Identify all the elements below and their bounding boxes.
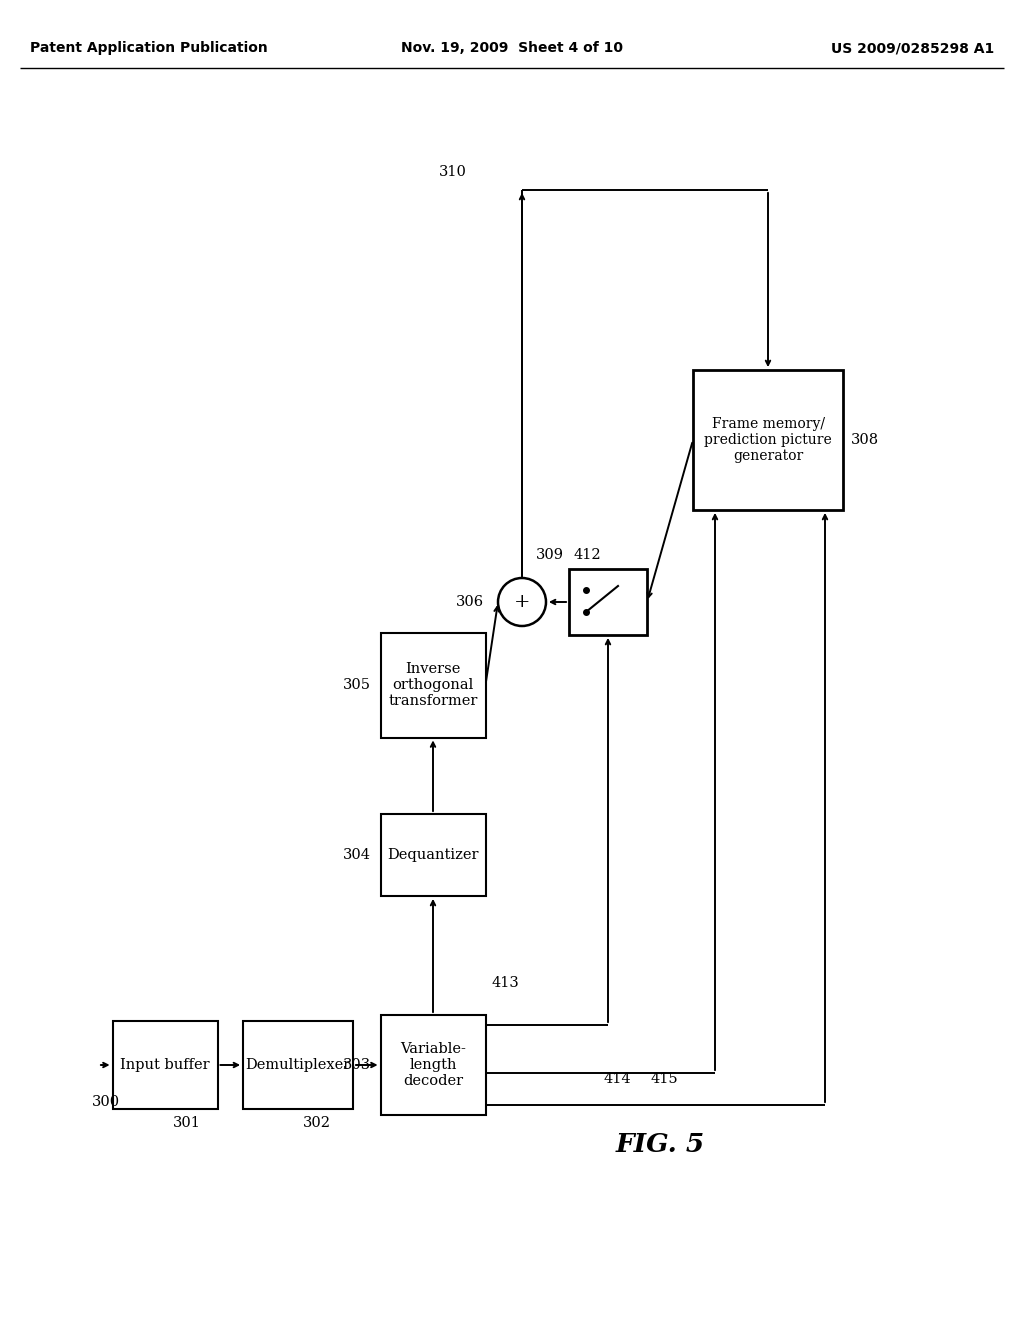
Text: 306: 306 bbox=[456, 595, 484, 609]
Text: Nov. 19, 2009  Sheet 4 of 10: Nov. 19, 2009 Sheet 4 of 10 bbox=[401, 41, 623, 55]
Bar bbox=[569, 569, 647, 635]
Text: 413: 413 bbox=[492, 975, 519, 990]
Text: Patent Application Publication: Patent Application Publication bbox=[30, 41, 267, 55]
Text: Frame memory/
prediction picture
generator: Frame memory/ prediction picture generat… bbox=[705, 417, 831, 463]
Text: Input buffer: Input buffer bbox=[120, 1059, 210, 1072]
Text: Demultiplexer: Demultiplexer bbox=[246, 1059, 350, 1072]
Bar bbox=[243, 1020, 353, 1109]
Text: 308: 308 bbox=[851, 433, 880, 447]
Text: 305: 305 bbox=[342, 678, 371, 692]
Text: 304: 304 bbox=[342, 847, 371, 862]
Text: 415: 415 bbox=[650, 1072, 678, 1086]
Text: 310: 310 bbox=[439, 165, 467, 180]
Text: US 2009/0285298 A1: US 2009/0285298 A1 bbox=[830, 41, 994, 55]
Circle shape bbox=[498, 578, 546, 626]
Text: 412: 412 bbox=[574, 548, 602, 562]
Text: 300: 300 bbox=[92, 1096, 120, 1109]
Text: 301: 301 bbox=[173, 1115, 201, 1130]
Text: 414: 414 bbox=[603, 1072, 631, 1086]
Text: Variable-
length
decoder: Variable- length decoder bbox=[400, 1041, 466, 1088]
Bar bbox=[381, 814, 485, 896]
Text: +: + bbox=[514, 593, 530, 611]
Bar bbox=[381, 632, 485, 738]
Text: Inverse
orthogonal
transformer: Inverse orthogonal transformer bbox=[388, 661, 477, 709]
Bar bbox=[693, 370, 843, 510]
Bar bbox=[381, 1015, 485, 1115]
Text: 303: 303 bbox=[342, 1059, 371, 1072]
Text: 302: 302 bbox=[303, 1115, 331, 1130]
Text: FIG. 5: FIG. 5 bbox=[615, 1133, 705, 1158]
Text: Dequantizer: Dequantizer bbox=[387, 847, 479, 862]
Bar bbox=[113, 1020, 217, 1109]
Text: 309: 309 bbox=[536, 548, 564, 562]
